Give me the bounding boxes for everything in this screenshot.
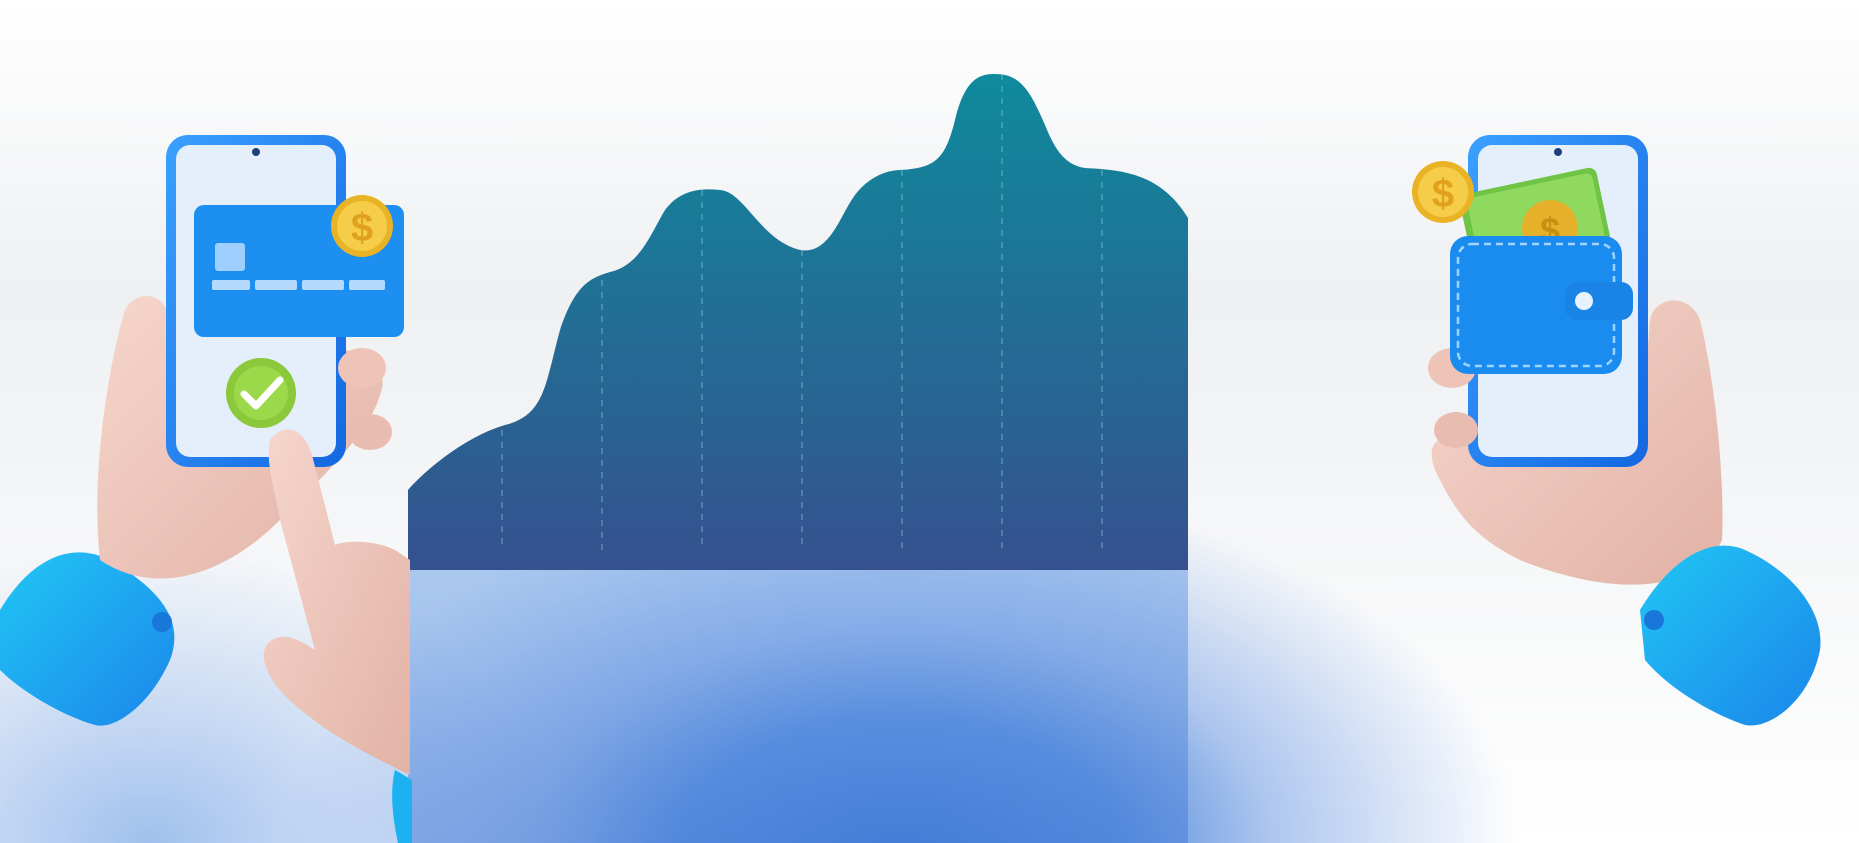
chart-gridlines: [501, 74, 1103, 550]
pointing-hand: [263, 429, 410, 775]
pointing-sleeve: [392, 770, 412, 843]
checkmark-icon: [226, 358, 296, 428]
left-cuff-button: [152, 612, 172, 632]
area-chart-shape: [408, 74, 1188, 570]
wallet-icon: [1450, 236, 1633, 374]
right-finger-2: [1434, 412, 1478, 448]
left-hand-phone: $: [0, 135, 412, 843]
area-chart: [408, 74, 1188, 570]
right-hand-phone: $ $: [1412, 135, 1821, 726]
right-sleeve: [1640, 545, 1821, 726]
right-phone-camera: [1554, 148, 1562, 156]
left-finger-2: [348, 414, 392, 450]
left-finger-1: [338, 348, 386, 388]
dollar-coin-icon: $: [1412, 161, 1474, 223]
left-phone-camera: [252, 148, 260, 156]
dollar-coin-icon: $: [331, 195, 393, 257]
right-coin-symbol: $: [1432, 172, 1454, 216]
lower-panel: [408, 570, 1188, 843]
left-coin-symbol: $: [351, 206, 373, 250]
left-sleeve: [0, 552, 175, 726]
right-cuff-button: [1644, 610, 1664, 630]
